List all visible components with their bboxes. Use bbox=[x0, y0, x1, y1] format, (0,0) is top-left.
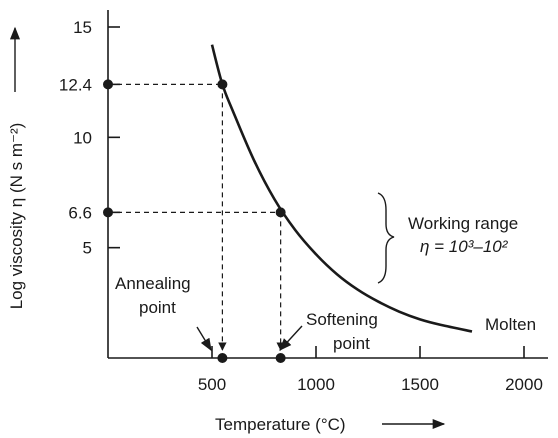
x-tick-label: 2000 bbox=[505, 375, 543, 394]
annealing-label-line2: point bbox=[139, 298, 176, 317]
working-range-label: Working range bbox=[408, 214, 518, 233]
working-range-brace bbox=[377, 192, 395, 284]
data-point bbox=[275, 207, 286, 218]
y-tick-label: 6.6 bbox=[68, 203, 92, 222]
molten-label: Molten bbox=[485, 315, 536, 334]
annealing-label-line1: Annealing bbox=[115, 274, 191, 293]
data-point bbox=[103, 79, 113, 90]
softening-label-line2: point bbox=[333, 334, 370, 353]
y-axis-label-group: Log viscosity η (N s m⁻²) bbox=[7, 123, 26, 310]
x-tick-label: 1500 bbox=[401, 375, 439, 394]
data-point bbox=[217, 79, 228, 90]
working-range-equation: η = 10³–10² bbox=[420, 237, 509, 256]
data-point bbox=[103, 207, 113, 218]
y-tick-label: 15 bbox=[73, 18, 92, 37]
y-axis-label: Log viscosity η (N s m⁻²) bbox=[7, 123, 26, 310]
x-axis-label: Temperature (°C) bbox=[215, 415, 346, 434]
softening-pointer-arrow bbox=[279, 325, 303, 351]
x-tick-label: 500 bbox=[198, 375, 226, 394]
x-tick-label: 1000 bbox=[297, 375, 335, 394]
annealing-pointer-arrow bbox=[196, 326, 212, 352]
data-point bbox=[217, 353, 228, 363]
viscosity-curve bbox=[210, 44, 473, 333]
y-tick-label: 5 bbox=[83, 239, 92, 258]
data-point bbox=[275, 353, 286, 363]
y-tick-label: 12.4 bbox=[59, 75, 92, 94]
softening-label-line1: Softening bbox=[306, 310, 378, 329]
y-tick-label: 10 bbox=[73, 128, 92, 147]
